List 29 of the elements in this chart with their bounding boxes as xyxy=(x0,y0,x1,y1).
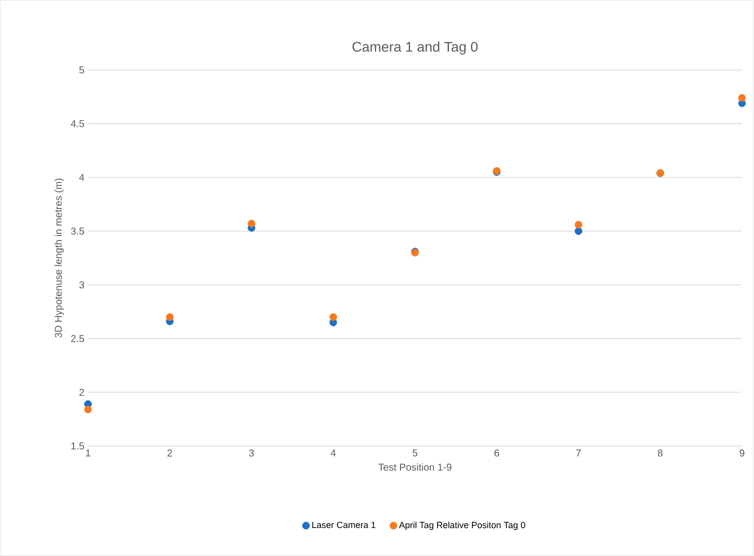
x-tick-label: 2 xyxy=(167,450,172,456)
point xyxy=(574,227,582,235)
y-tick-label: 2 xyxy=(79,388,84,396)
legend-label: April Tag Relative Positon Tag 0 xyxy=(399,522,526,530)
legend-label: Laser Camera 1 xyxy=(312,522,376,528)
y-tick-label: 4 xyxy=(79,174,84,181)
x-tick-label: 8 xyxy=(658,450,663,457)
point xyxy=(738,94,746,102)
x-tick-label: 4 xyxy=(330,450,336,456)
y-tick-label: 5 xyxy=(79,66,84,74)
x-tick-label: 7 xyxy=(576,450,581,456)
x-tick-label: 1 xyxy=(86,450,90,456)
y-tick-label: 2.5 xyxy=(71,335,84,342)
y-axis-title: 3D Hypotenuse length in metres (m) xyxy=(54,178,64,338)
x-axis-title: Test Position 1-9 xyxy=(378,463,452,471)
x-tick-label: 5 xyxy=(412,450,418,456)
point xyxy=(84,406,92,414)
point xyxy=(248,220,256,228)
point xyxy=(329,313,338,321)
y-tick-label: 1.5 xyxy=(71,442,84,450)
point xyxy=(574,220,582,228)
y-tick-label: 3 xyxy=(79,281,84,288)
x-tick-label: 9 xyxy=(740,450,744,457)
y-tick-label: 3.5 xyxy=(71,228,84,235)
point xyxy=(166,313,174,321)
chart-title: Camera 1 and Tag 0 xyxy=(352,42,478,55)
y-tick-label: 4.5 xyxy=(70,120,84,128)
x-tick-label: 3 xyxy=(249,450,254,457)
x-tick-label: 6 xyxy=(494,450,500,457)
